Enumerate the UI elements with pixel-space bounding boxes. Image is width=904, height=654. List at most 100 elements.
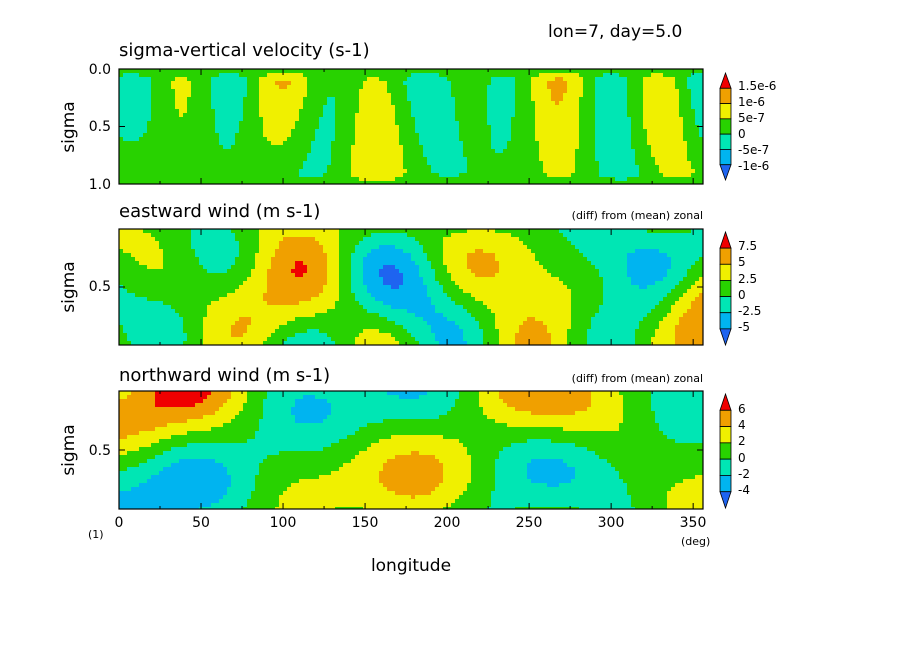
heatmap-cell bbox=[123, 237, 128, 242]
heatmap-cell bbox=[439, 129, 444, 134]
heatmap-cell bbox=[135, 133, 140, 138]
heatmap-cell bbox=[523, 81, 528, 86]
heatmap-cell bbox=[575, 73, 580, 78]
heatmap-cell bbox=[279, 233, 284, 238]
heatmap-cell bbox=[323, 137, 328, 142]
heatmap-cell bbox=[223, 129, 228, 134]
heatmap-cell bbox=[307, 129, 312, 134]
heatmap-cell bbox=[431, 129, 436, 134]
heatmap-cell bbox=[531, 101, 536, 106]
heatmap-cell bbox=[599, 105, 604, 110]
heatmap-cell bbox=[311, 181, 316, 185]
heatmap-cell bbox=[427, 141, 432, 146]
heatmap-cell bbox=[407, 241, 412, 246]
heatmap-cell bbox=[327, 97, 332, 102]
heatmap-cell bbox=[627, 121, 632, 126]
heatmap-cell bbox=[375, 173, 380, 178]
heatmap-cell bbox=[355, 133, 360, 138]
heatmap-cell bbox=[179, 93, 184, 98]
heatmap-cell bbox=[471, 125, 476, 130]
heatmap-cell bbox=[587, 165, 592, 170]
heatmap-cell bbox=[543, 153, 548, 158]
heatmap-cell bbox=[211, 237, 216, 242]
heatmap-cell bbox=[691, 89, 696, 94]
heatmap-cell bbox=[487, 77, 492, 82]
heatmap-cell bbox=[619, 121, 624, 126]
heatmap-cell bbox=[215, 121, 220, 126]
heatmap-cell bbox=[143, 237, 148, 242]
heatmap-cell bbox=[439, 173, 444, 178]
heatmap-cell bbox=[355, 117, 360, 122]
heatmap-cell bbox=[367, 149, 372, 154]
heatmap-cell bbox=[303, 105, 308, 110]
heatmap-cell bbox=[611, 233, 616, 238]
heatmap-cell bbox=[615, 177, 620, 182]
heatmap-cell bbox=[683, 173, 688, 178]
heatmap-cell bbox=[379, 229, 384, 234]
heatmap-cell bbox=[591, 161, 596, 166]
heatmap-cell bbox=[411, 161, 416, 166]
heatmap-cell bbox=[303, 177, 308, 182]
heatmap-cell bbox=[431, 233, 436, 238]
heatmap-cell bbox=[163, 133, 168, 138]
heatmap-cell bbox=[283, 157, 288, 162]
heatmap-cell bbox=[415, 105, 420, 110]
heatmap-cell bbox=[327, 101, 332, 106]
heatmap-cell bbox=[675, 169, 680, 174]
heatmap-cell bbox=[163, 121, 168, 126]
heatmap-cell bbox=[651, 165, 656, 170]
heatmap-cell bbox=[699, 105, 704, 110]
heatmap-cell bbox=[559, 69, 564, 74]
heatmap-cell bbox=[375, 125, 380, 130]
heatmap-cell bbox=[507, 141, 512, 146]
heatmap-cell bbox=[539, 109, 544, 114]
heatmap-cell bbox=[275, 69, 280, 74]
heatmap-cell bbox=[527, 81, 532, 86]
heatmap-cell bbox=[459, 237, 464, 242]
panel-1-ytick-2: 1.0 bbox=[89, 177, 111, 193]
heatmap-cell bbox=[579, 113, 584, 118]
heatmap-cell bbox=[699, 173, 704, 178]
heatmap-cell bbox=[611, 237, 616, 242]
heatmap-cell bbox=[435, 137, 440, 142]
heatmap-cell bbox=[207, 141, 212, 146]
heatmap-cell bbox=[195, 229, 200, 234]
heatmap-cell bbox=[195, 129, 200, 134]
heatmap-cell bbox=[611, 165, 616, 170]
heatmap-cell bbox=[347, 245, 352, 250]
heatmap-cell bbox=[147, 101, 152, 106]
heatmap-cell bbox=[379, 69, 384, 74]
heatmap-cell bbox=[595, 177, 600, 182]
heatmap-cell bbox=[599, 157, 604, 162]
heatmap-cell bbox=[567, 177, 572, 182]
heatmap-cell bbox=[603, 109, 608, 114]
heatmap-cell bbox=[679, 233, 684, 238]
heatmap-cell bbox=[191, 69, 196, 74]
heatmap-cell bbox=[671, 153, 676, 158]
heatmap-cell bbox=[203, 173, 208, 178]
heatmap-cell bbox=[379, 153, 384, 158]
heatmap-cell bbox=[667, 181, 672, 185]
panel-1-colorbar bbox=[719, 71, 732, 182]
heatmap-cell bbox=[591, 241, 596, 246]
heatmap-cell bbox=[207, 153, 212, 158]
heatmap-cell bbox=[499, 165, 504, 170]
heatmap-cell bbox=[511, 69, 516, 74]
heatmap-cell bbox=[511, 121, 516, 126]
heatmap-cell bbox=[639, 105, 644, 110]
heatmap-cell bbox=[419, 229, 424, 234]
heatmap-cell bbox=[415, 157, 420, 162]
heatmap-cell bbox=[151, 129, 156, 134]
heatmap-cell bbox=[295, 141, 300, 146]
heatmap-cell bbox=[539, 97, 544, 102]
heatmap-cell bbox=[451, 129, 456, 134]
heatmap-cell bbox=[427, 117, 432, 122]
heatmap-cell bbox=[151, 177, 156, 182]
heatmap-cell bbox=[215, 93, 220, 98]
heatmap-cell bbox=[295, 137, 300, 142]
heatmap-cell bbox=[239, 229, 244, 234]
heatmap-cell bbox=[403, 177, 408, 182]
heatmap-cell bbox=[439, 93, 444, 98]
heatmap-cell bbox=[591, 129, 596, 134]
heatmap-cell bbox=[327, 177, 332, 182]
